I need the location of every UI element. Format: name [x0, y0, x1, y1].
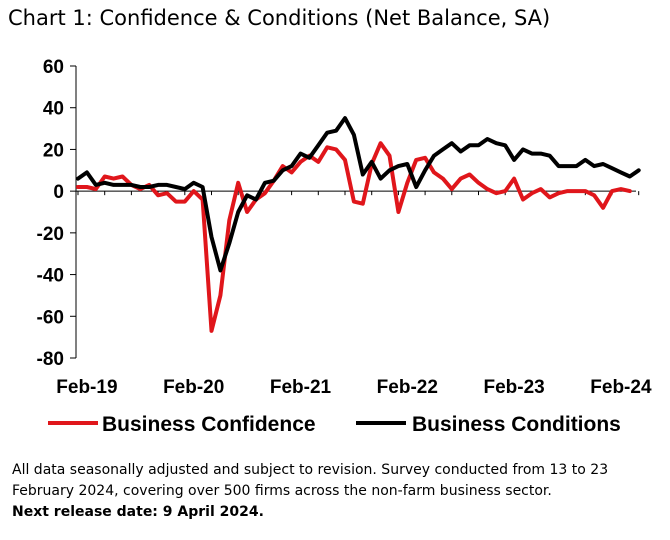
release-date: Next release date: 9 April 2024. — [12, 504, 264, 520]
x-tick-label: Feb-22 — [377, 377, 438, 398]
y-tick-label: -80 — [37, 349, 64, 370]
chart-title: Chart 1: Confidence & Conditions (Net Ba… — [8, 6, 551, 30]
legend-label-business-confidence: Business Confidence — [102, 413, 316, 436]
x-tick-label: Feb-23 — [483, 377, 544, 398]
y-tick-label: 0 — [53, 182, 64, 203]
x-tick-label: Feb-21 — [270, 377, 332, 398]
y-tick-label: 20 — [43, 140, 64, 161]
chart-axes: 60 40 20 0 -20 -40 -60 -80 Feb-19 Feb-20 Feb-21 Feb… — [37, 57, 652, 398]
line-chart: 60 40 20 0 -20 -40 -60 -80 Feb-19 Feb-20 Feb-21 Feb… — [37, 57, 652, 436]
series-line-business-confidence — [76, 141, 632, 333]
x-tick-label: Feb-24 — [590, 377, 652, 398]
y-tick-label: 40 — [43, 99, 64, 120]
chart-legend: Business Confidence Business Conditions — [48, 413, 621, 436]
chart-series — [76, 116, 641, 333]
x-tick-label: Feb-20 — [163, 377, 224, 398]
legend-label-business-conditions: Business Conditions — [412, 413, 621, 436]
y-tick-label: -40 — [37, 266, 64, 287]
y-tick-label: -20 — [37, 224, 64, 245]
x-tick-label: Feb-19 — [56, 377, 117, 398]
series-line-business-conditions — [76, 116, 641, 273]
y-tick-label: 60 — [43, 57, 64, 78]
footnote: All data seasonally adjusted and subject… — [12, 460, 662, 523]
footnote-text: All data seasonally adjusted and subject… — [12, 462, 609, 499]
y-tick-label: -60 — [37, 307, 64, 328]
